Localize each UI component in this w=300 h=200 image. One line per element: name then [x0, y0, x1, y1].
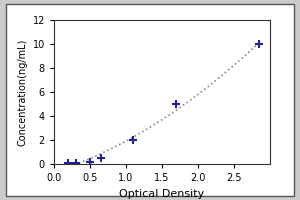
X-axis label: Optical Density: Optical Density — [119, 189, 205, 199]
Y-axis label: Concentration(ng/mL): Concentration(ng/mL) — [17, 38, 27, 146]
